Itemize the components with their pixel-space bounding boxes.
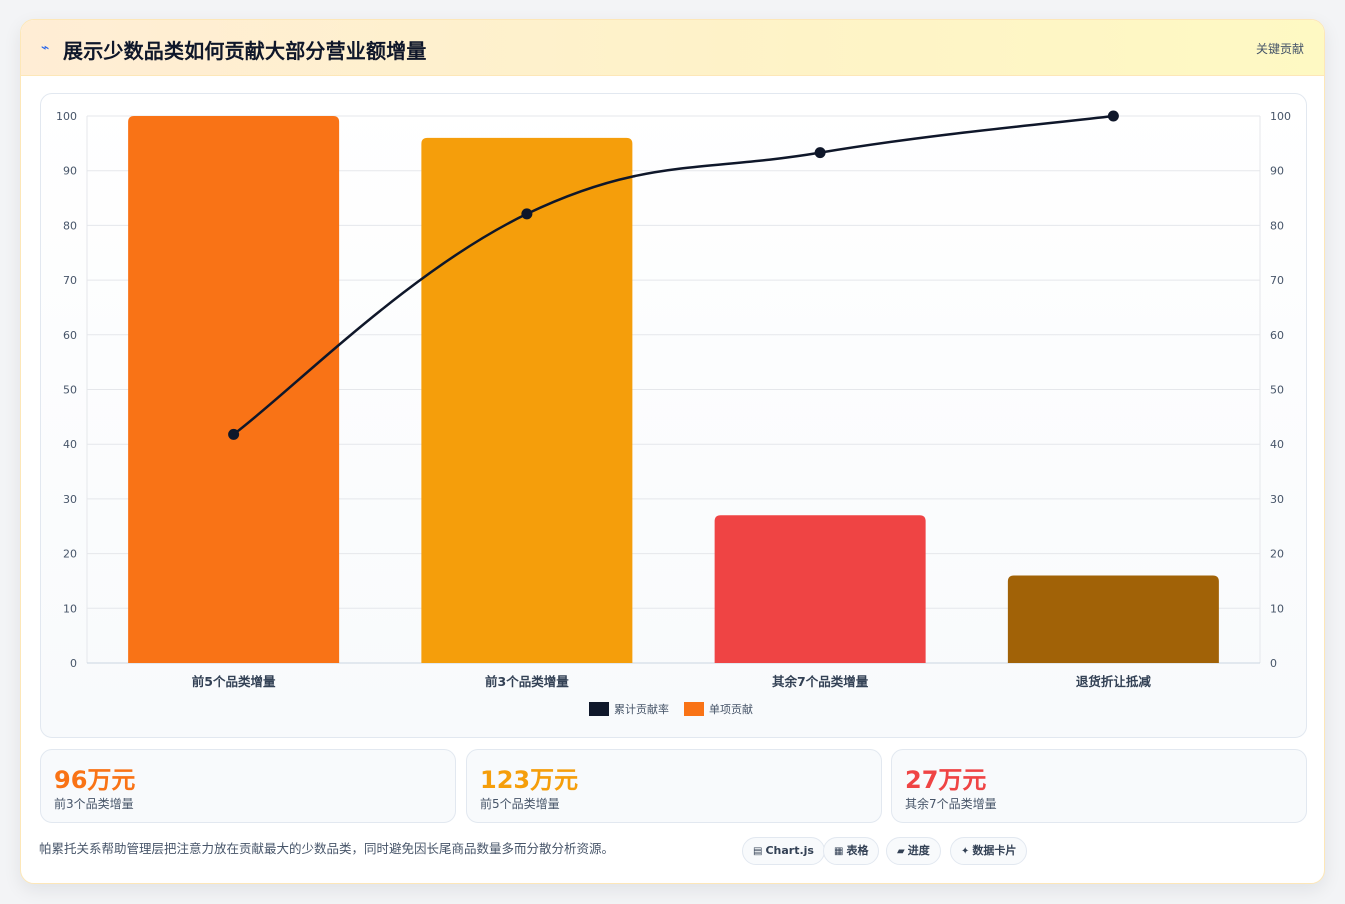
cumulative-line <box>232 114 1114 436</box>
card-icon: ✦ <box>961 846 970 857</box>
y2-tick-label: 10 <box>1270 602 1284 615</box>
legend-swatch-bar <box>684 702 704 716</box>
footnote: 帕累托关系帮助管理层把注意力放在贡献最大的少数品类，同时避免因长尾商品数量多而分… <box>39 841 615 856</box>
pareto-chart: 0 0 10 10 20 20 30 30 40 40 50 50 60 60 70 70 80 80 90 90 10… <box>56 110 1291 716</box>
cumulative-point <box>814 147 826 159</box>
cumulative-point <box>228 428 240 440</box>
header-badge: 关键贡献 <box>1255 42 1304 56</box>
y-tick-label: 60 <box>63 329 77 342</box>
y2-tick-label: 60 <box>1270 329 1284 342</box>
legend-swatch-line <box>589 702 609 716</box>
pill-label: 进度 <box>907 844 930 857</box>
lightning-icon: ⌁ <box>41 40 50 56</box>
y2-tick-label: 20 <box>1270 548 1284 561</box>
y-tick-label: 10 <box>63 602 77 615</box>
progress-icon: ▰ <box>897 846 905 857</box>
bar <box>421 137 633 663</box>
y-tick-label: 90 <box>63 165 77 178</box>
chart-icon: ▤ <box>753 846 763 857</box>
y2-tick-label: 80 <box>1270 219 1284 232</box>
pill-progress[interactable]: ▰ 进度 <box>886 837 941 865</box>
pill-label: Chart.js <box>765 844 814 857</box>
x-tick-label: 退货折让抵减 <box>1076 674 1152 689</box>
stat-card-rest7: 27万元 其余7个品类增量 <box>891 749 1307 823</box>
stat-value: 123万元 <box>480 766 579 794</box>
chart-card: ⌁ 展示少数品类如何贡献大部分营业额增量 关键贡献 0 0 10 10 20 20 30 30… <box>20 19 1325 884</box>
cumulative-point <box>1107 110 1119 122</box>
y2-tick-label: 40 <box>1270 438 1284 451</box>
chart-area: 0 0 10 10 20 20 30 30 40 40 50 50 60 60 70 70 80 80 90 90 10… <box>40 93 1307 738</box>
y-tick-label: 70 <box>63 274 77 287</box>
y-tick-label: 30 <box>63 493 77 506</box>
bar <box>128 116 340 663</box>
pill-table[interactable]: ▦ 表格 <box>823 837 880 865</box>
legend-label: 累计贡献率 <box>614 702 669 716</box>
y-tick-label: 100 <box>56 110 77 123</box>
stat-label: 前5个品类增量 <box>480 797 560 811</box>
y2-tick-label: 100 <box>1270 110 1291 123</box>
y2-tick-label: 50 <box>1270 384 1284 397</box>
card-header: ⌁ 展示少数品类如何贡献大部分营业额增量 关键贡献 <box>21 20 1324 76</box>
stat-card-top3: 96万元 前3个品类增量 <box>40 749 456 823</box>
x-tick-label: 前5个品类增量 <box>192 674 276 689</box>
stat-label: 其余7个品类增量 <box>905 797 997 811</box>
y2-tick-label: 70 <box>1270 274 1284 287</box>
table-icon: ▦ <box>834 846 844 857</box>
pill-datacard[interactable]: ✦ 数据卡片 <box>950 837 1028 865</box>
y-tick-label: 80 <box>63 219 77 232</box>
y2-tick-label: 30 <box>1270 493 1284 506</box>
pill-chartjs[interactable]: ▤ Chart.js <box>742 837 825 865</box>
y-tick-label: 20 <box>63 548 77 561</box>
y2-tick-label: 90 <box>1270 165 1284 178</box>
x-tick-label: 前3个品类增量 <box>485 674 569 689</box>
y-tick-label: 50 <box>63 384 77 397</box>
cumulative-point <box>521 208 533 220</box>
stat-card-top5: 123万元 前5个品类增量 <box>466 749 882 823</box>
y2-tick-label: 0 <box>1270 657 1277 670</box>
stat-value: 96万元 <box>54 766 136 794</box>
y-tick-label: 0 <box>70 657 77 670</box>
page-title: 展示少数品类如何贡献大部分营业额增量 <box>63 39 427 63</box>
pill-label: 数据卡片 <box>972 844 1017 857</box>
stat-label: 前3个品类增量 <box>54 797 134 811</box>
pill-label: 表格 <box>846 844 869 857</box>
bar <box>714 515 926 663</box>
x-tick-label: 其余7个品类增量 <box>772 674 869 689</box>
y-tick-label: 40 <box>63 438 77 451</box>
stat-value: 27万元 <box>905 766 987 794</box>
bar <box>1007 575 1219 663</box>
legend-label: 单项贡献 <box>709 702 753 716</box>
